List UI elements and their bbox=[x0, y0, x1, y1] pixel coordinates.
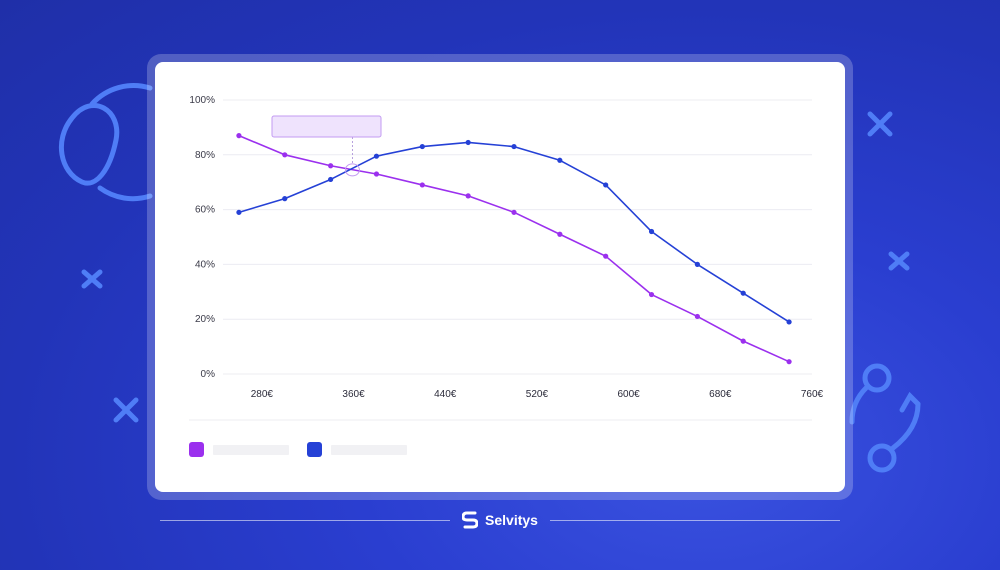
footer-divider bbox=[160, 519, 451, 521]
x-tick-label: 680€ bbox=[709, 389, 732, 400]
data-point bbox=[373, 171, 380, 177]
y-tick-label: 60% bbox=[195, 205, 215, 216]
series-line-1 bbox=[238, 134, 790, 363]
data-point bbox=[328, 163, 334, 169]
route-decoration bbox=[849, 363, 921, 473]
data-point bbox=[236, 133, 242, 139]
footer-divider bbox=[549, 519, 840, 521]
y-tick-label: 0% bbox=[201, 369, 216, 380]
legend-swatch-series-1 bbox=[189, 442, 204, 457]
line-chart: 0% 20% 40% 60% 80% 100% 280€ 360€ 440€ 520€ 600€ 68… bbox=[189, 95, 824, 421]
series-line-2 bbox=[238, 141, 790, 323]
y-tick-label: 20% bbox=[195, 314, 215, 325]
data-point bbox=[786, 319, 792, 325]
data-point bbox=[511, 209, 517, 215]
data-point bbox=[740, 290, 746, 296]
data-point bbox=[648, 228, 655, 235]
legend-label-placeholder bbox=[213, 444, 289, 455]
y-tick-label: 40% bbox=[195, 259, 215, 270]
chart-card: 0% 20% 40% 60% 80% 100% 280€ 360€ 440€ 520€ 600€ 68… bbox=[155, 62, 845, 492]
brand: Selvitys bbox=[462, 511, 538, 529]
cross-decoration bbox=[81, 269, 103, 289]
data-point bbox=[465, 193, 471, 199]
legend-swatch-series-2 bbox=[307, 442, 322, 457]
cross-decoration bbox=[113, 397, 139, 423]
y-tick-label: 80% bbox=[195, 150, 215, 161]
x-tick-label: 760€ bbox=[801, 389, 824, 400]
tooltip-marker bbox=[344, 163, 360, 177]
data-point bbox=[282, 196, 288, 202]
data-point bbox=[648, 291, 655, 298]
data-point bbox=[557, 231, 563, 237]
data-point bbox=[328, 176, 334, 183]
chart-legend bbox=[189, 442, 425, 457]
blob-decoration bbox=[58, 103, 120, 186]
data-point bbox=[419, 143, 425, 150]
y-tick-label: 100% bbox=[189, 95, 215, 106]
x-tick-label: 440€ bbox=[434, 389, 457, 400]
footer: Selvitys bbox=[0, 508, 1000, 532]
cross-decoration bbox=[888, 251, 910, 271]
data-point bbox=[373, 153, 380, 159]
data-point bbox=[557, 157, 563, 163]
data-point bbox=[236, 209, 242, 215]
legend-label-placeholder bbox=[331, 444, 407, 455]
legend-item bbox=[307, 442, 407, 457]
x-tick-label: 600€ bbox=[617, 389, 640, 400]
x-tick-label: 360€ bbox=[342, 389, 365, 400]
data-point bbox=[694, 261, 700, 267]
legend-item bbox=[189, 442, 289, 457]
data-point bbox=[603, 182, 609, 188]
data-point bbox=[786, 359, 792, 365]
s-logo-icon bbox=[462, 511, 479, 529]
data-point bbox=[603, 253, 609, 259]
data-point bbox=[511, 143, 517, 150]
x-tick-label: 520€ bbox=[526, 389, 549, 400]
data-point bbox=[465, 139, 471, 146]
data-point bbox=[694, 313, 700, 320]
brand-name: Selvitys bbox=[485, 512, 538, 528]
data-point bbox=[740, 338, 746, 344]
cross-decoration bbox=[867, 111, 893, 137]
tooltip-box bbox=[271, 115, 382, 138]
arc-decoration bbox=[89, 83, 153, 202]
data-point bbox=[282, 152, 288, 158]
x-tick-label: 280€ bbox=[251, 389, 274, 400]
data-point bbox=[419, 182, 425, 188]
